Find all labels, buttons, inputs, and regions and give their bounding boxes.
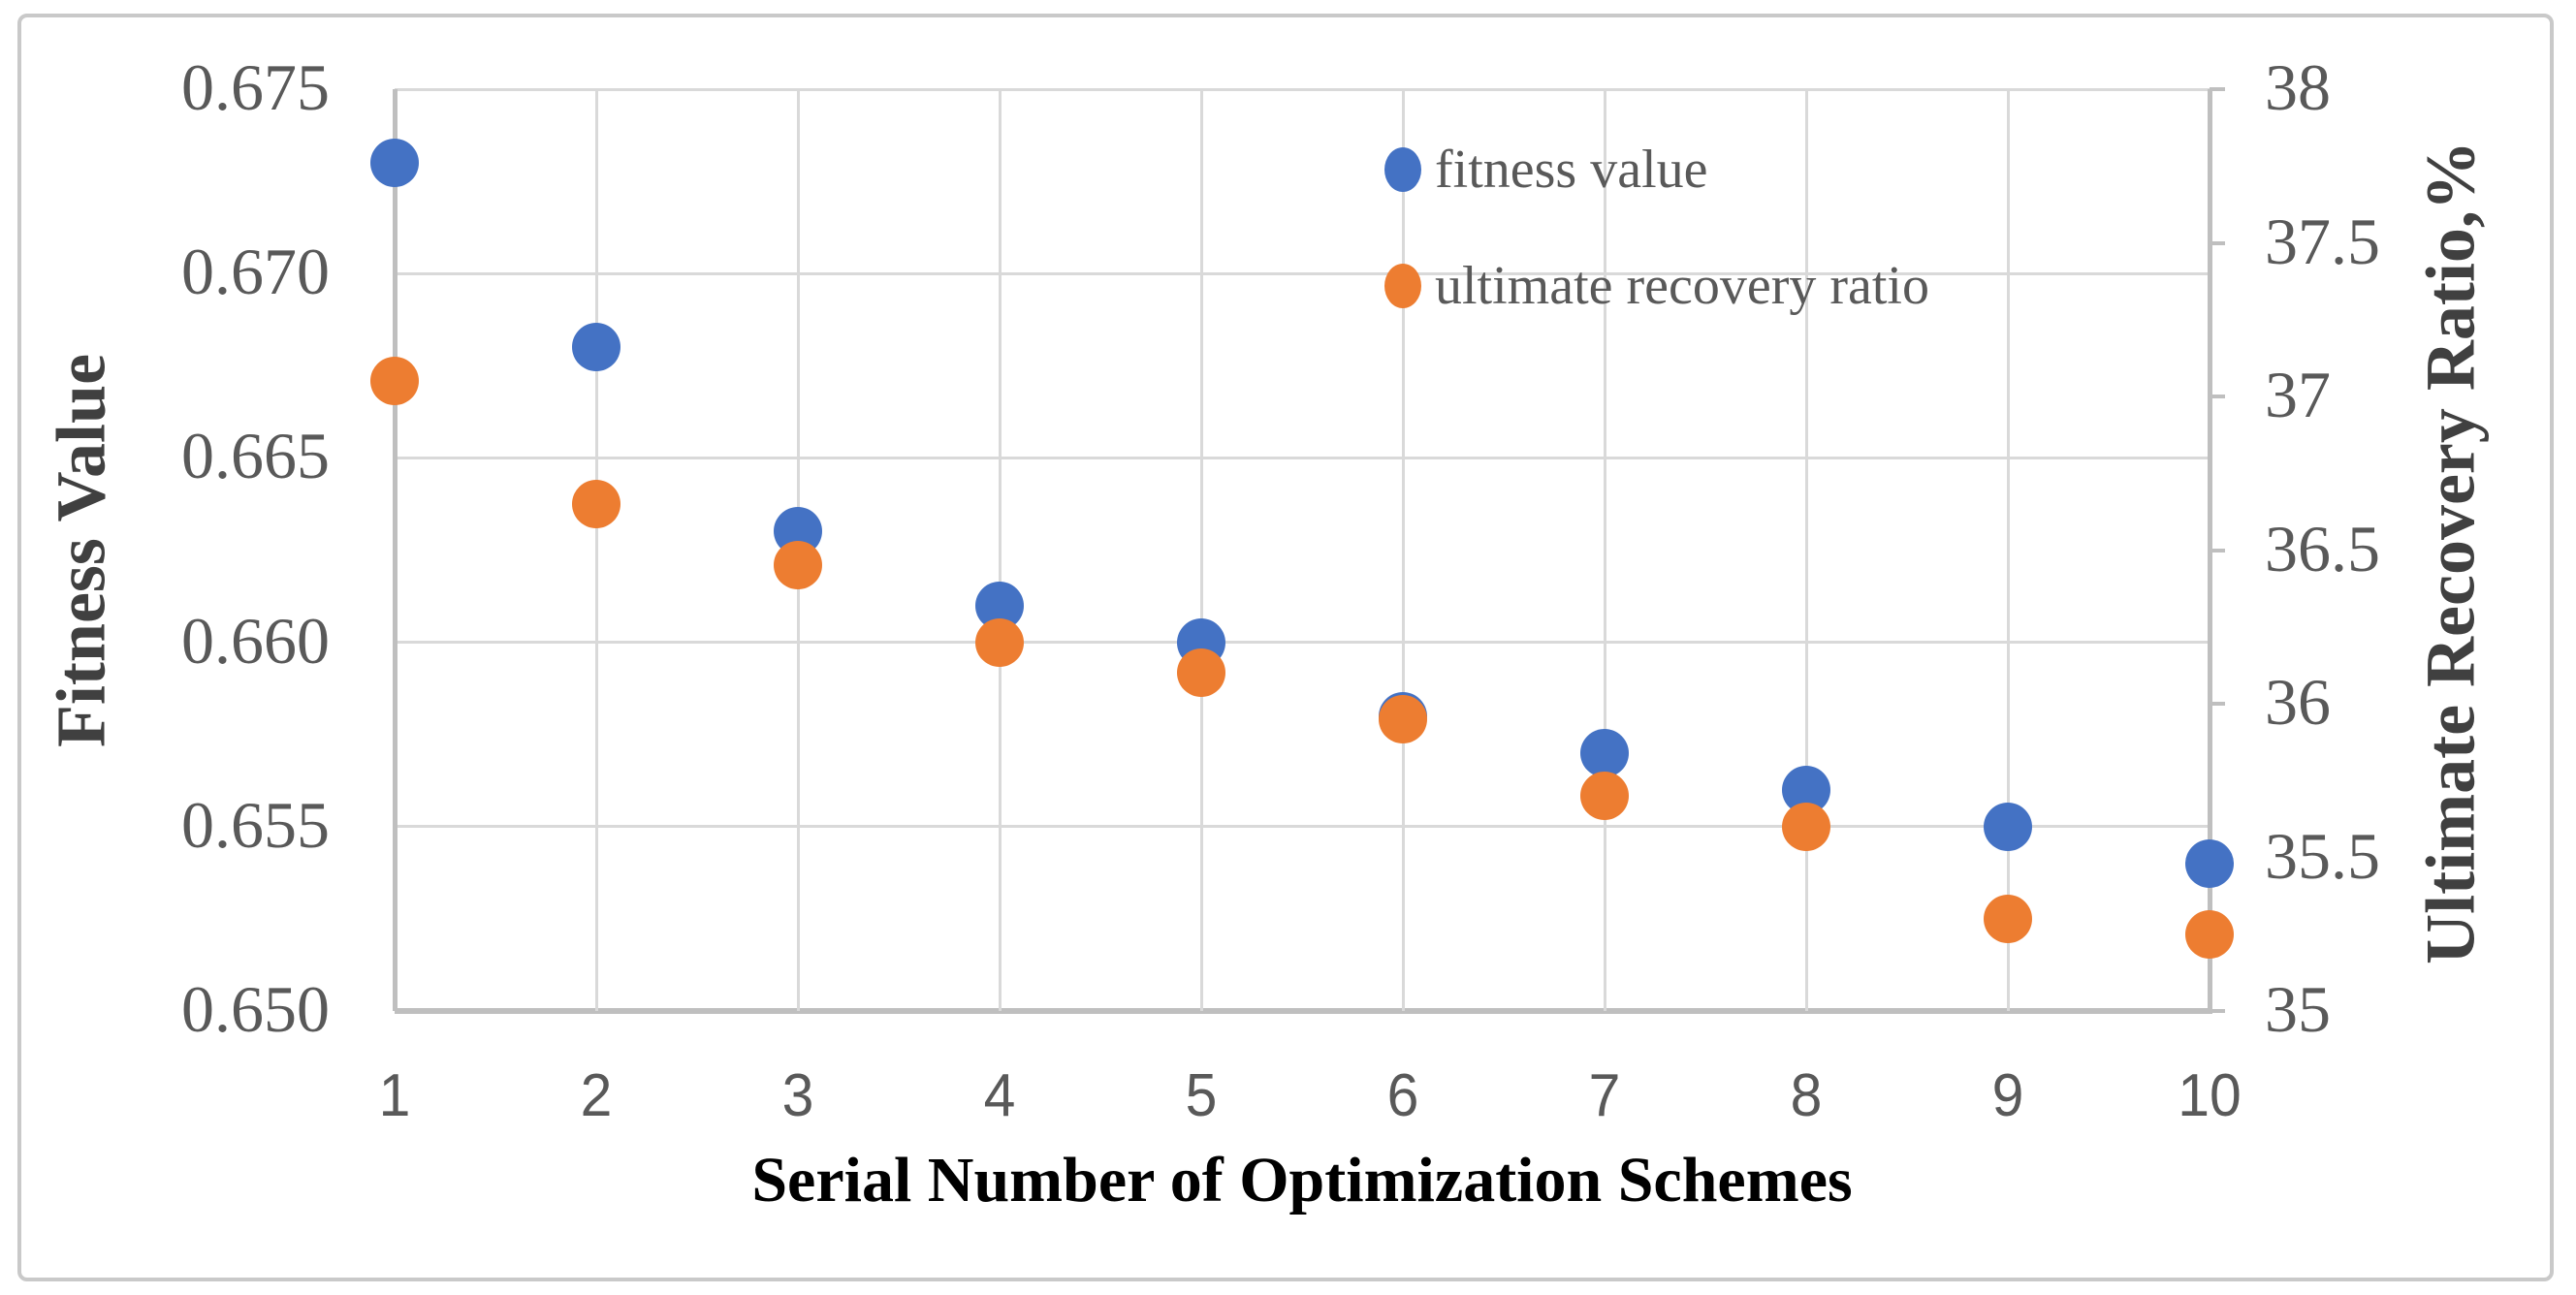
y-right-tick-label: 37.5 bbox=[2265, 204, 2380, 278]
data-point-fitness-value-10 bbox=[2185, 839, 2234, 888]
x-tick-label: 5 bbox=[1185, 1062, 1218, 1129]
h-gridline bbox=[395, 641, 2212, 644]
data-point-ultimate-recovery-ratio-8 bbox=[1782, 803, 1830, 851]
x-tick-label: 3 bbox=[781, 1062, 814, 1129]
data-point-ultimate-recovery-ratio-5 bbox=[1177, 648, 1225, 697]
x-tick-label: 9 bbox=[1991, 1062, 2024, 1129]
legend-label-fitness-value: fitness value bbox=[1435, 140, 1708, 200]
v-gridline bbox=[1604, 89, 1606, 1011]
h-gridline bbox=[395, 88, 2212, 91]
y-axis-left-line bbox=[393, 89, 398, 1011]
y-left-tick-label: 0.665 bbox=[181, 418, 330, 492]
data-point-ultimate-recovery-ratio-9 bbox=[1984, 895, 2032, 943]
legend-label-ultimate-recovery-ratio: ultimate recovery ratio bbox=[1435, 256, 1929, 316]
data-point-fitness-value-1 bbox=[370, 139, 419, 187]
x-axis-title: Serial Number of Optimization Schemes bbox=[751, 1145, 1853, 1216]
x-axis-line bbox=[395, 1008, 2212, 1014]
y-right-tick-label: 36 bbox=[2265, 664, 2331, 739]
right-axis-tick-mark bbox=[2210, 702, 2225, 706]
v-gridline bbox=[999, 89, 1002, 1011]
fitness-value-marker-icon bbox=[1384, 147, 1421, 192]
v-gridline bbox=[2007, 89, 2010, 1011]
x-tick-label: 6 bbox=[1386, 1062, 1419, 1129]
data-point-ultimate-recovery-ratio-4 bbox=[975, 618, 1024, 667]
ultimate-recovery-ratio-marker-icon bbox=[1384, 264, 1421, 308]
y-right-tick-label: 38 bbox=[2265, 49, 2331, 124]
v-gridline bbox=[1402, 89, 1405, 1011]
legend-item-fitness-value: fitness value bbox=[1384, 132, 1929, 207]
right-axis-tick-mark bbox=[2210, 549, 2225, 553]
right-axis-tick-mark bbox=[2210, 1009, 2225, 1013]
data-point-fitness-value-7 bbox=[1580, 729, 1629, 777]
y-left-tick-label: 0.670 bbox=[181, 234, 330, 308]
data-point-fitness-value-9 bbox=[1984, 803, 2032, 851]
y-left-tick-label: 0.650 bbox=[181, 971, 330, 1046]
data-point-fitness-value-2 bbox=[572, 323, 620, 371]
v-gridline bbox=[1805, 89, 1808, 1011]
x-tick-label: 4 bbox=[983, 1062, 1016, 1129]
legend-item-ultimate-recovery-ratio: ultimate recovery ratio bbox=[1384, 248, 1929, 324]
h-gridline bbox=[395, 457, 2212, 459]
h-gridline bbox=[395, 272, 2212, 275]
right-axis-tick-mark bbox=[2210, 241, 2225, 245]
y-left-tick-label: 0.660 bbox=[181, 603, 330, 678]
data-point-ultimate-recovery-ratio-10 bbox=[2185, 910, 2234, 959]
y-right-tick-label: 37 bbox=[2265, 357, 2331, 431]
figure-border bbox=[17, 14, 2554, 1281]
y-right-tick-label: 35 bbox=[2265, 971, 2331, 1046]
v-gridline bbox=[595, 89, 598, 1011]
y-left-tick-label: 0.655 bbox=[181, 787, 330, 862]
x-tick-label: 7 bbox=[1588, 1062, 1621, 1129]
data-point-ultimate-recovery-ratio-7 bbox=[1580, 772, 1629, 820]
y-axis-title-left: Fitness Value bbox=[42, 353, 120, 748]
x-tick-label: 1 bbox=[378, 1062, 411, 1129]
x-tick-label: 8 bbox=[1790, 1062, 1823, 1129]
legend: fitness value ultimate recovery ratio bbox=[1384, 132, 1929, 324]
y-right-tick-label: 35.5 bbox=[2265, 818, 2380, 893]
right-axis-tick-mark bbox=[2210, 87, 2225, 91]
right-axis-tick-mark bbox=[2210, 395, 2225, 398]
v-gridline bbox=[1200, 89, 1203, 1011]
x-tick-label: 10 bbox=[2178, 1062, 2242, 1129]
data-point-ultimate-recovery-ratio-3 bbox=[774, 541, 822, 589]
y-right-tick-label: 36.5 bbox=[2265, 511, 2380, 585]
y-left-tick-label: 0.675 bbox=[181, 49, 330, 124]
y-axis-title-right: Ultimate Recovery Ratio,% bbox=[2411, 141, 2490, 964]
data-point-ultimate-recovery-ratio-2 bbox=[572, 480, 620, 528]
data-point-ultimate-recovery-ratio-6 bbox=[1379, 695, 1427, 743]
x-tick-label: 2 bbox=[580, 1062, 613, 1129]
data-point-ultimate-recovery-ratio-1 bbox=[370, 357, 419, 405]
h-gridline bbox=[395, 825, 2212, 828]
